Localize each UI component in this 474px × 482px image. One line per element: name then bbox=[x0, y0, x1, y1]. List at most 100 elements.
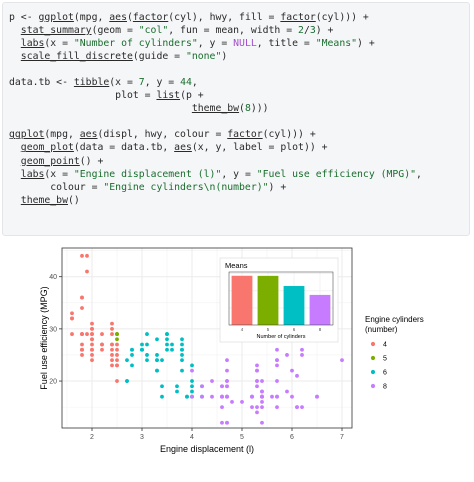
data-point-cyl-8 bbox=[255, 384, 259, 389]
data-point-cyl-8 bbox=[275, 358, 279, 363]
data-point-cyl-6 bbox=[140, 347, 144, 352]
data-point-cyl-4 bbox=[85, 269, 89, 274]
code-token: ) + bbox=[315, 25, 334, 37]
code-token: tibble bbox=[73, 77, 110, 89]
data-point-cyl-8 bbox=[295, 373, 299, 378]
code-token: (x = bbox=[44, 38, 74, 50]
code-text: p <- ggplot(mpg, aes(factor(cyl), hwy, f… bbox=[9, 11, 469, 207]
code-token: theme_bw bbox=[20, 194, 68, 206]
data-point-cyl-6 bbox=[180, 353, 184, 357]
y-tick-label: 40 bbox=[49, 274, 57, 281]
code-line: labs(x = "Number of cylinders", y = NULL… bbox=[9, 37, 469, 50]
data-point-cyl-8 bbox=[260, 400, 264, 404]
data-point-cyl-6 bbox=[180, 337, 184, 342]
code-token bbox=[9, 142, 21, 153]
code-token: (p + bbox=[180, 90, 204, 102]
data-point-cyl-4 bbox=[90, 353, 94, 357]
code-token: factor bbox=[227, 129, 263, 141]
x-tick-label: 5 bbox=[240, 434, 244, 441]
code-token: , y = bbox=[144, 77, 181, 89]
data-point-cyl-4 bbox=[90, 337, 94, 342]
code-token: 8 bbox=[244, 103, 251, 115]
code-token: scale_fill_discrete bbox=[20, 51, 133, 63]
legend-label: 8 bbox=[383, 384, 387, 391]
code-token bbox=[9, 195, 21, 206]
code-token: 7 bbox=[138, 77, 145, 89]
code-token: colour = bbox=[9, 181, 104, 193]
data-point-cyl-4 bbox=[110, 321, 114, 326]
data-point-cyl-8 bbox=[255, 410, 259, 415]
data-point-cyl-4 bbox=[110, 358, 114, 363]
data-point-cyl-4 bbox=[115, 347, 119, 352]
y-tick-label: 20 bbox=[49, 379, 57, 386]
data-point-cyl-4 bbox=[100, 332, 104, 336]
data-point-cyl-4 bbox=[115, 363, 119, 368]
data-point-cyl-6 bbox=[155, 358, 159, 363]
code-line bbox=[9, 115, 469, 128]
data-point-cyl-6 bbox=[155, 368, 159, 373]
code-token: , bbox=[416, 168, 422, 180]
data-point-cyl-4 bbox=[115, 379, 119, 383]
data-point-cyl-8 bbox=[210, 379, 214, 383]
data-point-cyl-8 bbox=[225, 379, 229, 383]
data-point-cyl-8 bbox=[240, 400, 244, 404]
code-token: (mpg, bbox=[73, 12, 110, 23]
legend-key-4 bbox=[370, 341, 376, 347]
inset-x-tick-label: 5 bbox=[267, 327, 270, 332]
data-point-cyl-5 bbox=[115, 332, 119, 336]
plot-output: 2 3 4 5 6 7 20 30 40 Engine displacement (l) Fuel … bbox=[0, 238, 474, 477]
legend-title: (number) bbox=[365, 325, 398, 334]
data-point-cyl-8 bbox=[270, 394, 274, 399]
data-point-cyl-8 bbox=[275, 405, 279, 410]
code-token: , bbox=[191, 77, 198, 89]
code-token: "Means" bbox=[315, 38, 358, 50]
code-token: "Number of cylinders" bbox=[73, 38, 198, 50]
inset-x-tick-label: 6 bbox=[293, 327, 296, 332]
data-point-cyl-4 bbox=[110, 347, 114, 352]
code-token bbox=[9, 51, 21, 62]
data-point-cyl-4 bbox=[90, 358, 94, 363]
code-token bbox=[9, 169, 21, 180]
data-point-cyl-6 bbox=[130, 353, 134, 357]
data-point-cyl-6 bbox=[125, 358, 129, 363]
code-token bbox=[9, 103, 192, 114]
data-point-cyl-6 bbox=[175, 384, 179, 389]
inset-bar-8 bbox=[309, 294, 331, 325]
data-point-cyl-8 bbox=[225, 358, 229, 363]
data-point-cyl-8 bbox=[220, 384, 224, 389]
code-token: factor bbox=[280, 12, 316, 23]
data-point-cyl-8 bbox=[295, 405, 299, 410]
x-tick-label: 2 bbox=[90, 434, 94, 441]
data-point-cyl-8 bbox=[315, 394, 319, 399]
code-token: ) bbox=[221, 51, 228, 63]
data-point-cyl-6 bbox=[155, 337, 159, 342]
data-point-cyl-8 bbox=[220, 420, 224, 425]
data-point-cyl-8 bbox=[190, 394, 194, 399]
x-tick-label: 3 bbox=[140, 434, 144, 441]
data-point-cyl-8 bbox=[255, 363, 259, 368]
legend-label: 4 bbox=[383, 342, 387, 349]
code-token: ) + bbox=[357, 38, 375, 50]
code-token: theme_bw bbox=[191, 103, 240, 115]
data-point-cyl-6 bbox=[140, 342, 144, 347]
data-point-cyl-8 bbox=[285, 389, 289, 394]
code-token: (geom = bbox=[91, 25, 139, 37]
data-point-cyl-8 bbox=[225, 394, 229, 399]
code-token: "col" bbox=[138, 25, 169, 37]
inset-x-tick-label: 4 bbox=[241, 327, 244, 332]
code-token bbox=[9, 25, 21, 36]
code-token: (cyl), hwy, fill = bbox=[168, 12, 281, 23]
data-point-cyl-8 bbox=[200, 394, 204, 399]
code-token: list bbox=[156, 90, 181, 102]
data-point-cyl-4 bbox=[80, 253, 84, 258]
data-point-cyl-4 bbox=[110, 326, 114, 331]
data-point-cyl-4 bbox=[90, 332, 94, 336]
data-point-cyl-8 bbox=[275, 347, 279, 352]
data-point-cyl-6 bbox=[145, 358, 149, 363]
code-line: data.tb <- tibble(x = 7, y = 44, bbox=[9, 76, 469, 89]
y-axis-title: Fuel use efficiency (MPG) bbox=[39, 286, 49, 389]
code-token: "Fuel use efficiency (MPG)" bbox=[256, 168, 417, 180]
code-token: (x, y, label = plot)) + bbox=[191, 142, 328, 154]
data-point-cyl-4 bbox=[110, 363, 114, 368]
code-token: ggplot bbox=[9, 129, 45, 141]
